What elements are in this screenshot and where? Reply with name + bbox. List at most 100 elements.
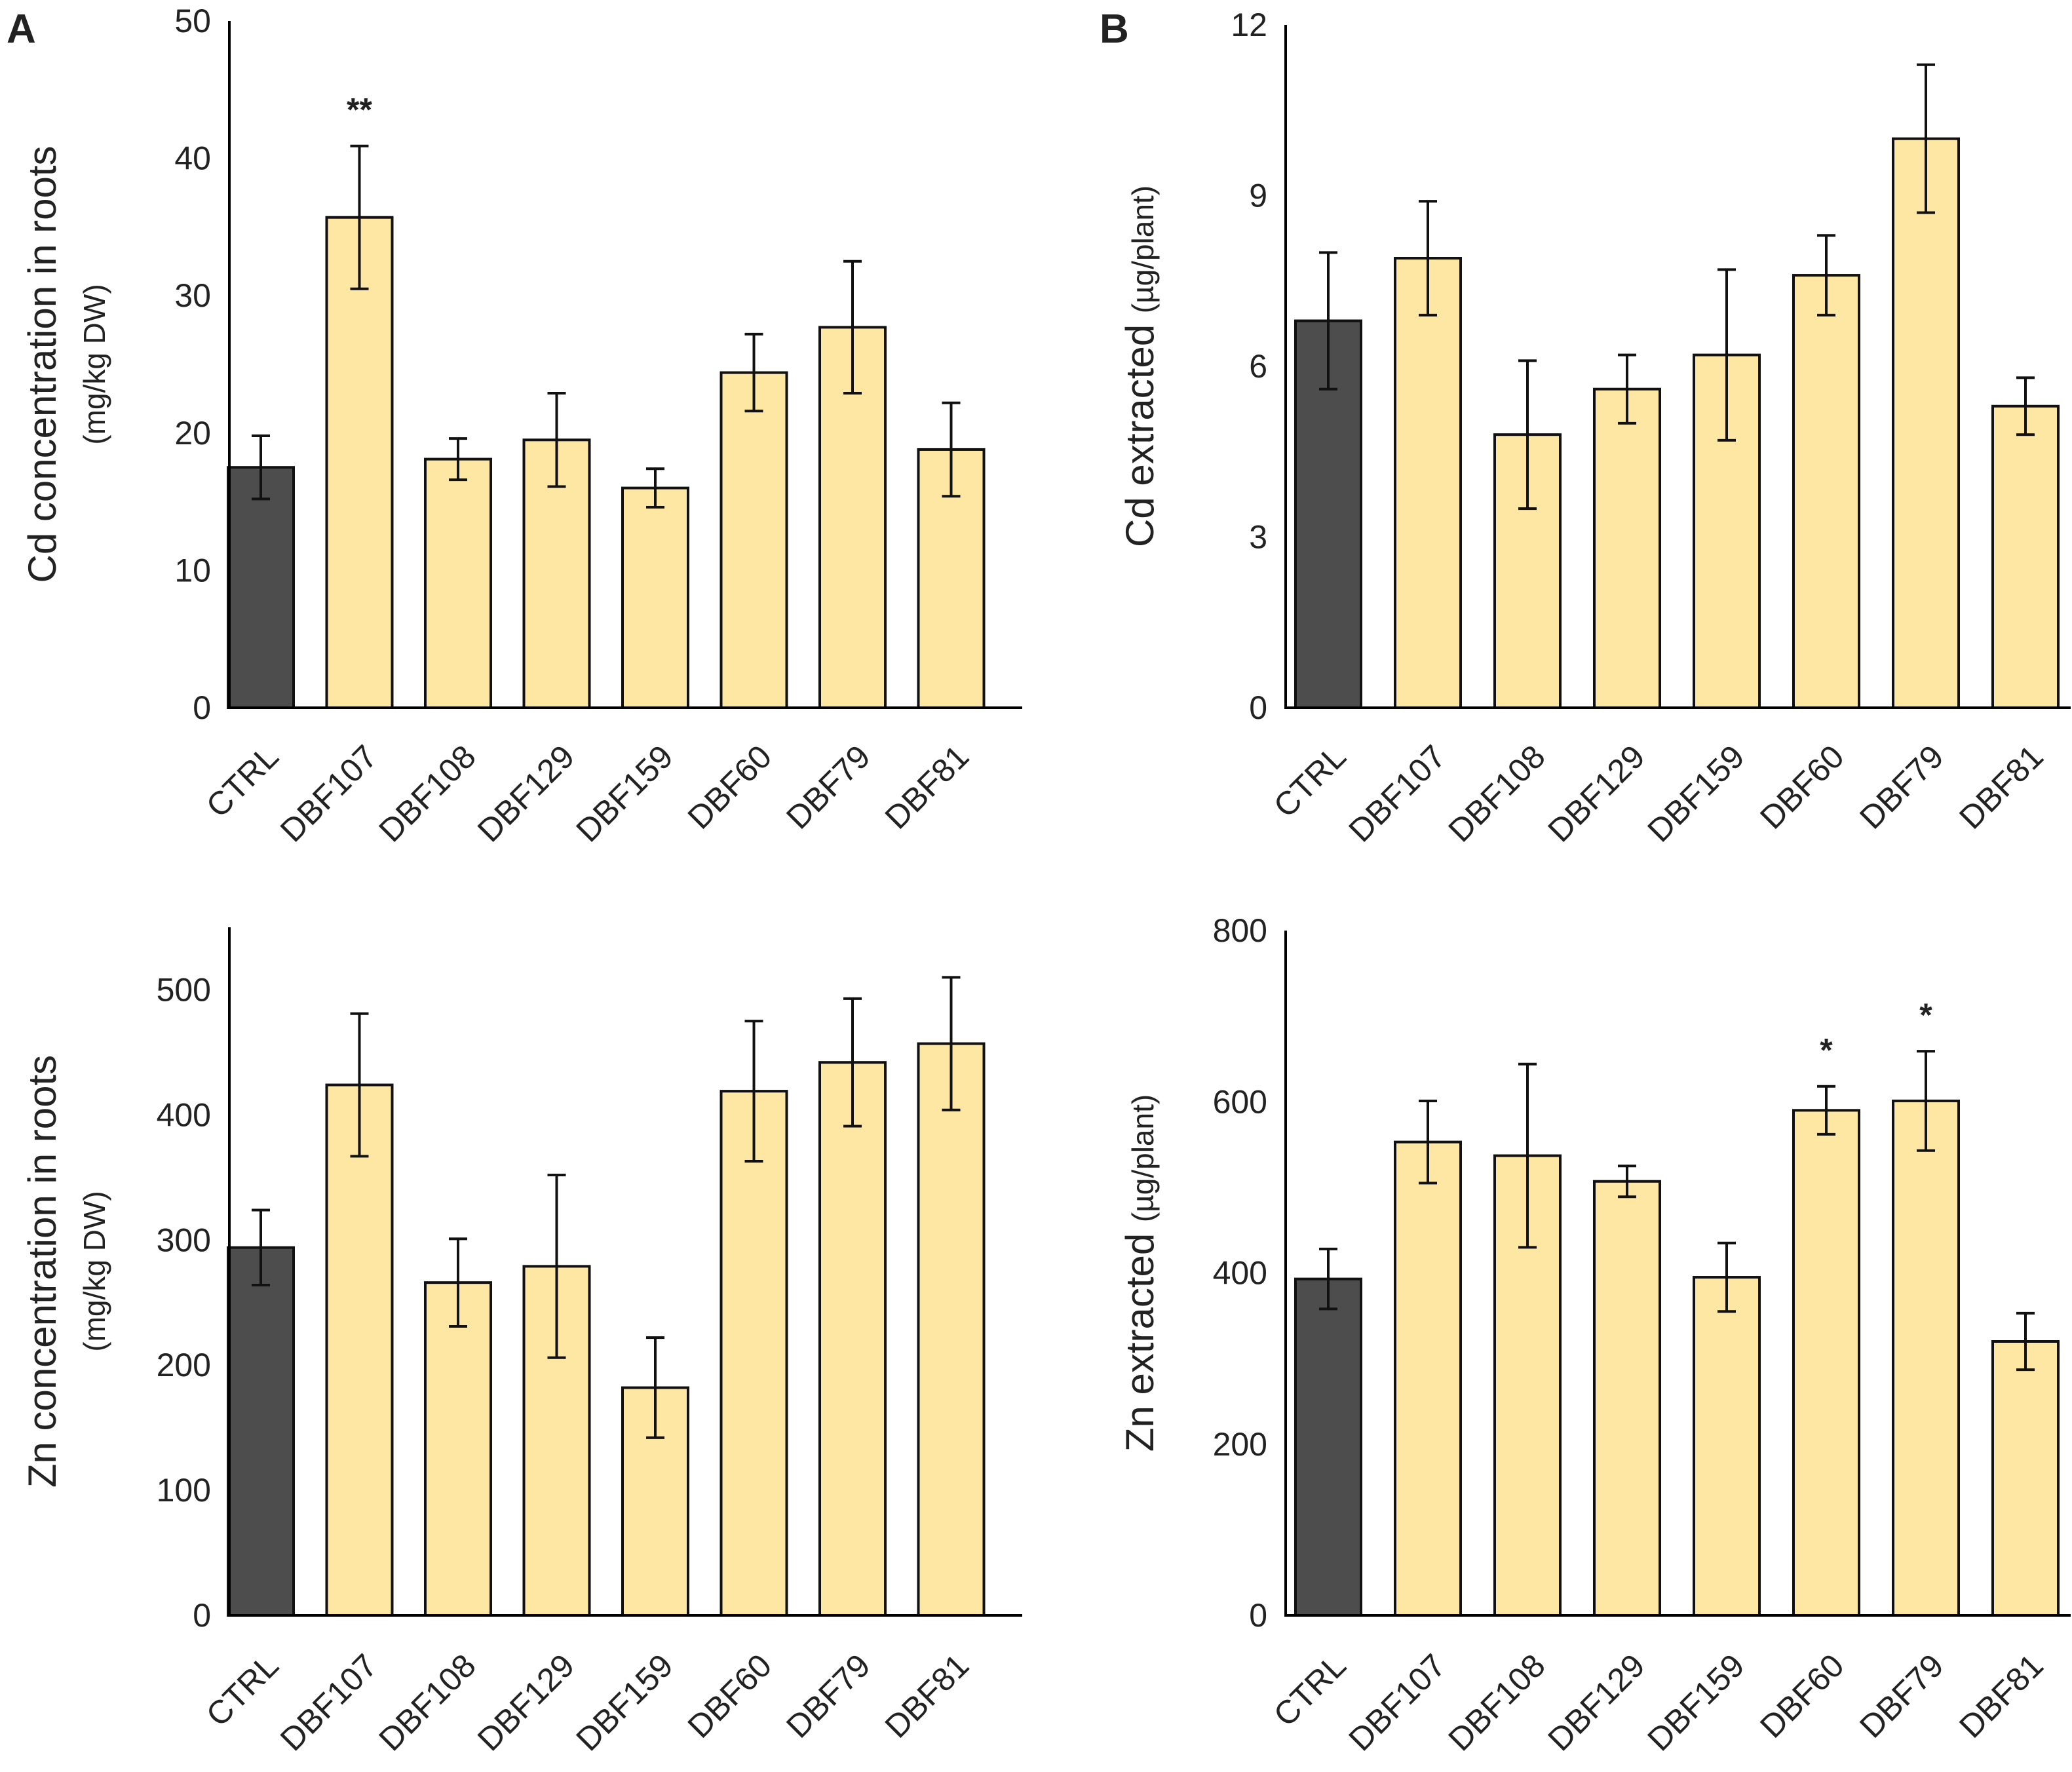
category-label: DBF107 [273, 1647, 384, 1758]
category-label: DBF79 [1852, 738, 1951, 836]
error-bar [1618, 1165, 1636, 1199]
category-label: DBF60 [1753, 1647, 1851, 1745]
category-label: DBF129 [1541, 738, 1651, 849]
y-tick-label: 400 [1213, 1255, 1267, 1292]
y-tick-label: 400 [157, 1096, 211, 1133]
bar-treatment [1394, 257, 1462, 709]
bar-treatment [1991, 404, 2060, 709]
y-axis-unit: (mg/kg DW) [77, 284, 111, 444]
error-bar [252, 434, 270, 501]
category-label: DBF159 [1640, 738, 1751, 849]
error-bar [744, 1020, 763, 1163]
y-tick-label: 0 [1249, 689, 1267, 726]
error-bar [2016, 1311, 2035, 1372]
category-label: DBF159 [1640, 1647, 1751, 1758]
y-tick-label: 800 [1213, 912, 1267, 949]
y-tick-label: 9 [1249, 178, 1267, 214]
category-label: CTRL [199, 738, 286, 824]
category-label: DBF81 [1952, 738, 2050, 836]
bar-treatment [1892, 137, 1960, 709]
bar-treatment [719, 371, 788, 709]
bar-treatment [424, 1281, 492, 1617]
y-tick-label: 100 [157, 1472, 211, 1509]
category-label: DBF60 [681, 738, 779, 836]
y-tick-label: 12 [1231, 7, 1267, 43]
bar-treatment [325, 216, 394, 709]
error-bar [1419, 200, 1437, 317]
category-label: DBF159 [569, 1647, 680, 1758]
y-tick-label: 600 [1213, 1083, 1267, 1120]
bar-treatment [1693, 1276, 1761, 1617]
error-bar [350, 144, 369, 290]
panel-letter: B [1100, 7, 1129, 52]
y-tick-label: 50 [174, 3, 211, 39]
error-bar [1419, 1099, 1437, 1185]
category-label: DBF108 [372, 1647, 482, 1758]
panel-cd-roots: A Cd concentration in roots (mg/kg DW) 0 10 2… [7, 3, 1022, 849]
y-axis-title: Zn extracted (µg/plant) [1118, 1094, 1162, 1452]
bar-treatment [917, 1042, 986, 1617]
error-bar [942, 401, 961, 498]
error-bar [1817, 1085, 1835, 1136]
y-tick-label: 10 [174, 552, 211, 588]
panel-cd-extracted: B Cd extracted (µg/plant) 0 3 6 9 12 CTRLDBF107… [1100, 7, 2071, 849]
bar-treatment [1394, 1140, 1462, 1617]
panel-letter: A [7, 7, 36, 52]
significance-marker: * [1820, 1032, 1833, 1069]
error-bar [744, 332, 763, 413]
error-bar [449, 437, 467, 482]
error-bar [547, 392, 566, 488]
bar-treatment [621, 486, 689, 709]
y-axis-title-text: Zn extracted [1118, 1222, 1162, 1452]
y-tick-label: 40 [174, 140, 211, 177]
category-label: DBF81 [878, 1647, 976, 1745]
significance-marker: ** [347, 92, 372, 128]
error-bar [1917, 63, 1935, 214]
y-tick-label: 200 [157, 1347, 211, 1383]
y-axis-unit: (mg/kg DW) [77, 1191, 111, 1351]
bar-control [227, 1246, 295, 1617]
y-tick-label: 0 [1249, 1597, 1267, 1634]
y-axis-unit: (µg/plant) [1126, 1094, 1160, 1222]
category-label: DBF79 [1852, 1647, 1951, 1745]
category-label: DBF129 [1541, 1647, 1651, 1758]
error-bar [1319, 251, 1337, 391]
bar-control [227, 466, 295, 709]
category-label: DBF129 [470, 1647, 581, 1758]
y-tick-label: 3 [1249, 519, 1267, 556]
y-axis-title: Cd concentration in roots [20, 145, 64, 583]
bar-treatment [1593, 387, 1661, 709]
error-bar [843, 260, 862, 395]
bar-treatment [1792, 274, 1860, 710]
panel-zn-extracted: Zn extracted (µg/plant) 0 200 400 600 800 CTRL… [1118, 912, 2071, 1758]
category-label: DBF107 [1341, 738, 1452, 849]
y-axis-title-text: Cd extracted [1118, 313, 1162, 547]
error-bar [646, 467, 664, 509]
y-tick-label: 0 [193, 689, 211, 726]
error-bar [2016, 376, 2035, 436]
bar-treatment [1792, 1109, 1860, 1617]
y-axis-title: Zn concentration in roots [20, 1055, 64, 1488]
error-bar [1618, 353, 1636, 425]
category-label: DBF107 [1341, 1647, 1452, 1758]
error-bar [449, 1237, 467, 1328]
panel-zn-roots: Zn concentration in roots (mg/kg DW) 0 100 2… [20, 927, 1022, 1758]
y-axis-unit: (µg/plant) [1126, 185, 1160, 313]
bar-treatment [719, 1090, 788, 1617]
error-bar [547, 1174, 566, 1359]
error-bar [1817, 234, 1835, 317]
category-label: DBF60 [1753, 738, 1851, 836]
category-label: DBF108 [372, 738, 482, 849]
category-label: DBF81 [878, 738, 976, 836]
error-bar [252, 1208, 270, 1286]
bar-control [1294, 1277, 1362, 1617]
bar-treatment [1991, 1340, 2060, 1617]
error-bar [843, 997, 862, 1128]
y-tick-label: 6 [1249, 348, 1267, 385]
y-tick-label: 20 [174, 415, 211, 452]
y-tick-label: 0 [193, 1597, 211, 1634]
category-label: DBF108 [1441, 738, 1552, 849]
bar-treatment [1892, 1099, 1960, 1617]
error-bar [1319, 1247, 1337, 1311]
y-tick-label: 30 [174, 277, 211, 314]
